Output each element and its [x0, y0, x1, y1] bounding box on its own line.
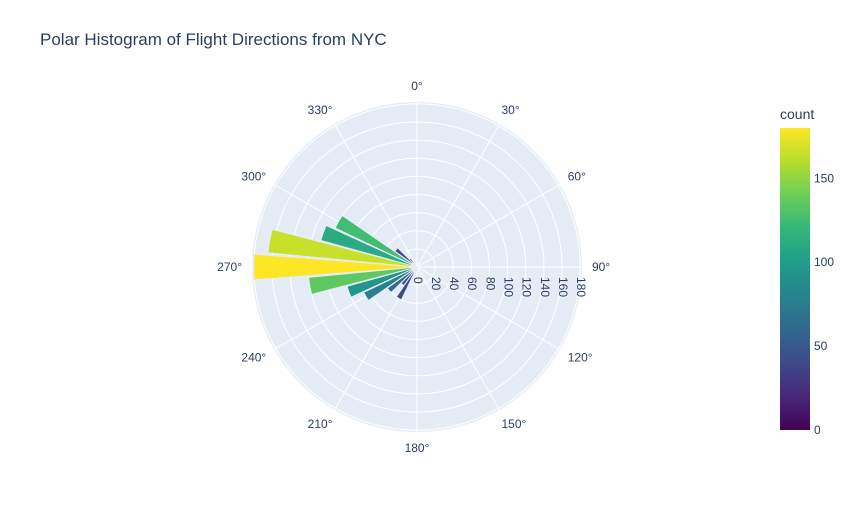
- angular-tick-label: 210°: [308, 417, 333, 431]
- colorbar-tick-label: 150: [814, 171, 834, 185]
- histogram-bar: [394, 247, 418, 268]
- angular-tick-label: 30°: [502, 103, 520, 117]
- histogram-bar: [334, 215, 418, 268]
- histogram-bar: [363, 266, 418, 301]
- angular-grid-line: [416, 266, 500, 411]
- angular-tick-label: 180°: [405, 441, 430, 455]
- histogram-bar: [253, 253, 418, 281]
- histogram-bar: [395, 266, 418, 301]
- radial-tick-label: 140: [538, 277, 552, 297]
- angular-grid-line: [416, 123, 500, 268]
- angular-tick-label: 0°: [411, 79, 423, 93]
- chart-title: Polar Histogram of Flight Directions fro…: [40, 30, 387, 49]
- colorbar-tick-label: 0: [814, 423, 821, 437]
- histogram-bar: [416, 266, 418, 272]
- histogram-bar: [386, 266, 418, 293]
- radial-tick-label: 0: [411, 277, 425, 284]
- axis-labels: 0° 30° 60° 90° 120° 150° 180° 210° 240° 270° 300° 3…: [217, 79, 610, 455]
- histogram-bar: [308, 266, 418, 295]
- angular-tick-label: 60°: [568, 170, 586, 184]
- angular-grid-line: [416, 184, 561, 268]
- colorbar-gradient: [780, 128, 810, 430]
- angular-grid-line: [416, 266, 561, 350]
- angular-tick-label: 240°: [241, 351, 266, 365]
- histogram-bar: [267, 229, 418, 268]
- histogram-bar: [408, 257, 418, 268]
- colorbar-title: count: [780, 106, 815, 122]
- radial-tick-label: 80: [483, 277, 497, 291]
- angular-tick-label: 270°: [217, 260, 242, 274]
- radial-tick-label: 120: [520, 277, 534, 297]
- radial-tick-label: 100: [501, 277, 515, 297]
- polar-grid: [252, 102, 582, 432]
- radial-tick-label: 160: [556, 277, 570, 297]
- radial-tick-label: 20: [429, 277, 443, 291]
- angular-tick-label: 330°: [308, 103, 333, 117]
- colorbar: 0 50 100 150: [780, 128, 834, 437]
- angular-grid-line: [334, 123, 418, 268]
- angular-tick-label: 120°: [568, 351, 593, 365]
- angular-tick-label: 150°: [502, 417, 527, 431]
- histogram-bar: [320, 225, 418, 268]
- angular-tick-label: 90°: [592, 260, 610, 274]
- radial-tick-label: 60: [465, 277, 479, 291]
- radial-tick-label: 180: [574, 277, 588, 297]
- colorbar-tick-label: 100: [814, 255, 834, 269]
- histogram-bar: [346, 266, 418, 298]
- angular-tick-label: 300°: [241, 170, 266, 184]
- bar-series: [253, 215, 420, 301]
- colorbar-tick-label: 50: [814, 339, 828, 353]
- radial-tick-label: 40: [447, 277, 461, 291]
